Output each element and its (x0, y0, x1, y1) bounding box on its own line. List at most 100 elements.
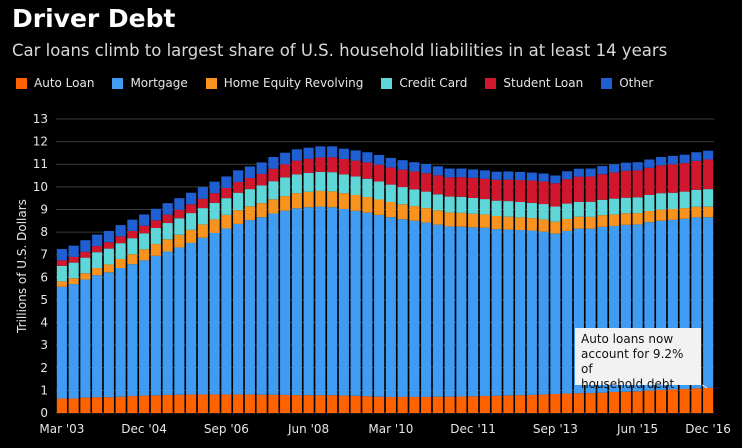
legend-item-mortgage: Mortgage (112, 76, 188, 90)
legend-swatch-student-loan (485, 77, 497, 89)
legend-item-credit-card: Credit Card (381, 76, 467, 90)
bar-segment-auto-loan (221, 394, 232, 413)
bar-segment-home-equity-revolving (115, 258, 126, 269)
bar-segment-auto-loan (92, 397, 103, 413)
bar-segment-auto-loan (268, 394, 279, 413)
bar-segment-auto-loan (127, 396, 138, 413)
bar-segment-student-loan (585, 176, 596, 202)
legend-item-home-equity: Home Equity Revolving (205, 76, 363, 90)
bar-segment-mortgage (409, 220, 420, 397)
bar-segment-other (315, 146, 326, 158)
bar-segment-credit-card (186, 213, 197, 230)
bar-segment-student-loan (115, 236, 126, 244)
bar-segment-home-equity-revolving (421, 208, 432, 223)
bar-segment-home-equity-revolving (573, 216, 584, 229)
bar-stack (409, 162, 420, 413)
x-tick-label: Mar '03 (39, 422, 84, 436)
bar-segment-other (609, 164, 620, 173)
bar-segment-home-equity-revolving (468, 213, 479, 228)
bar-segment-auto-loan (303, 395, 314, 413)
bar-segment-auto-loan (139, 395, 150, 413)
bar-segment-auto-loan (456, 396, 467, 413)
bar-segment-other (350, 150, 361, 161)
bar-segment-other (456, 168, 467, 178)
bar-segment-credit-card (597, 199, 608, 216)
bar-segment-student-loan (139, 225, 150, 234)
bar-segment-credit-card (362, 178, 373, 198)
bar-segment-other (303, 147, 314, 159)
bar-segment-mortgage (385, 217, 396, 397)
bar-segment-credit-card (385, 184, 396, 202)
bar-segment-student-loan (679, 163, 690, 192)
bar-segment-student-loan (256, 173, 267, 186)
bar-segment-student-loan (221, 187, 232, 199)
bar-segment-home-equity-revolving (385, 202, 396, 218)
bar-segment-home-equity-revolving (315, 190, 326, 207)
y-tick-label: 10 (33, 180, 48, 194)
bar-stack (115, 225, 126, 413)
bar-segment-credit-card (609, 198, 620, 215)
bar-segment-other (268, 156, 279, 169)
bar-segment-mortgage (585, 228, 596, 394)
bar-segment-credit-card (162, 223, 173, 240)
bar-segment-student-loan (667, 164, 678, 193)
bar-segment-home-equity-revolving (303, 191, 314, 208)
bar-segment-auto-loan (315, 395, 326, 413)
bar-segment-credit-card (150, 228, 161, 245)
bar-segment-home-equity-revolving (80, 273, 91, 280)
bar-segment-credit-card (585, 201, 596, 217)
bar-segment-auto-loan (209, 394, 220, 413)
bar-segment-other (256, 162, 267, 174)
bar-stack (280, 152, 291, 413)
bar-segment-credit-card (174, 218, 185, 235)
bar-segment-mortgage (679, 218, 690, 390)
bar-segment-student-loan (573, 176, 584, 202)
bar-segment-auto-loan (491, 395, 502, 413)
bar-stack (421, 164, 432, 413)
bar-stack (468, 169, 479, 413)
bar-segment-mortgage (209, 232, 220, 395)
bar-segment-mortgage (186, 242, 197, 395)
bar-segment-mortgage (444, 226, 455, 397)
bar-segment-student-loan (703, 159, 714, 190)
bar-segment-other (550, 175, 561, 184)
annotation-line-1: Auto loans now (581, 332, 674, 346)
bar-segment-student-loan (632, 170, 643, 198)
bar-segment-credit-card (503, 201, 514, 217)
bar-segment-credit-card (421, 191, 432, 209)
bar-segment-other (491, 171, 502, 180)
bar-segment-credit-card (374, 181, 385, 200)
bar-segment-mortgage (573, 228, 584, 394)
x-tick-label: Sep '13 (533, 422, 578, 436)
chart-title: Driver Debt (12, 4, 176, 33)
bar-segment-other (362, 152, 373, 163)
legend-swatch-home-equity (205, 77, 217, 89)
bar-segment-other (620, 162, 631, 171)
bar-segment-mortgage (632, 224, 643, 392)
bar-segment-auto-loan (538, 394, 549, 413)
bar-segment-mortgage (515, 230, 526, 396)
bar-segment-home-equity-revolving (656, 209, 667, 221)
bar-segment-other (526, 172, 537, 181)
bar-segment-home-equity-revolving (221, 214, 232, 229)
legend-label-auto-loan: Auto Loan (34, 76, 95, 90)
bar-stack (186, 192, 197, 413)
bar-segment-credit-card (280, 177, 291, 197)
bar-segment-student-loan (397, 169, 408, 188)
x-tick-label: Mar '10 (368, 422, 413, 436)
bar-segment-student-loan (268, 168, 279, 182)
bar-segment-other (421, 164, 432, 174)
bar-segment-home-equity-revolving (620, 213, 631, 225)
bar-segment-home-equity-revolving (327, 191, 338, 208)
bar-stack (256, 162, 267, 413)
bar-segment-mortgage (538, 231, 549, 395)
bar-segment-mortgage (338, 209, 349, 396)
bar-stack (162, 203, 173, 413)
bar-segment-credit-card (291, 174, 302, 194)
bar-segment-student-loan (468, 177, 479, 198)
bar-segment-credit-card (233, 192, 244, 211)
bar-segment-credit-card (632, 197, 643, 214)
bar-segment-student-loan (421, 173, 432, 192)
bar-segment-home-equity-revolving (609, 214, 620, 226)
bar-segment-auto-loan (115, 396, 126, 413)
